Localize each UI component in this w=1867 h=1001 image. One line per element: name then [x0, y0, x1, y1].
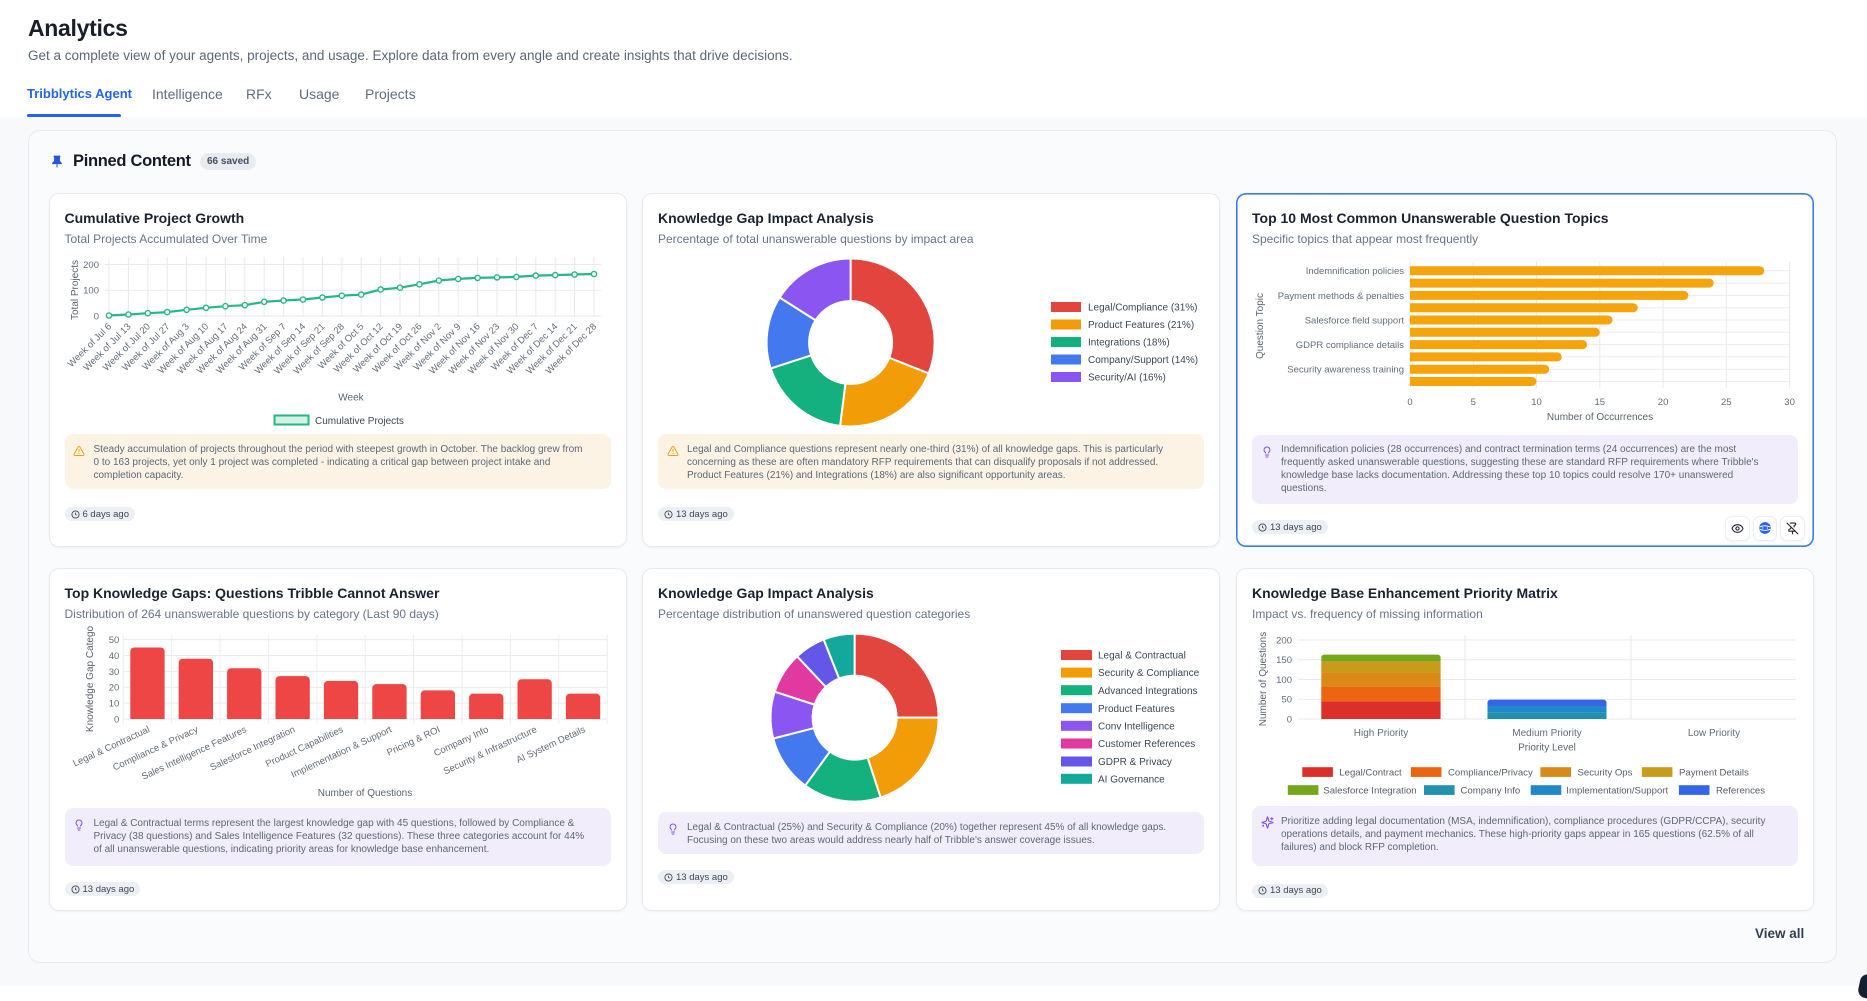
- svg-text:0: 0: [114, 714, 119, 725]
- svg-text:10: 10: [108, 699, 119, 710]
- svg-text:Compliance/Privacy: Compliance/Privacy: [1448, 768, 1533, 779]
- svg-text:Priority Level: Priority Level: [1518, 743, 1576, 754]
- svg-text:0: 0: [1287, 714, 1292, 725]
- svg-text:High Priority: High Priority: [1354, 728, 1408, 739]
- svg-text:200: 200: [1276, 635, 1292, 646]
- svg-text:Security & Compliance: Security & Compliance: [1098, 668, 1200, 679]
- svg-text:Payment Details: Payment Details: [1679, 768, 1749, 779]
- svg-text:Security awareness training: Security awareness training: [1287, 365, 1404, 376]
- svg-text:Customer References: Customer References: [1098, 739, 1195, 750]
- svg-text:10: 10: [1531, 397, 1542, 408]
- svg-text:AI Governance: AI Governance: [1098, 774, 1165, 785]
- svg-text:Integrations (18%): Integrations (18%): [1088, 338, 1170, 349]
- svg-text:Security/AI (16%): Security/AI (16%): [1088, 373, 1166, 384]
- svg-text:Company Info: Company Info: [1461, 786, 1521, 797]
- svg-text:Low Priority: Low Priority: [1688, 728, 1740, 739]
- svg-text:Product Features: Product Features: [1098, 704, 1175, 715]
- svg-text:Legal/Compliance (31%): Legal/Compliance (31%): [1088, 303, 1198, 314]
- svg-text:Knowledge Gap Catego: Knowledge Gap Catego: [85, 625, 96, 732]
- svg-text:Payment methods & penalties: Payment methods & penalties: [1278, 291, 1404, 302]
- svg-text:Number of Occurrences: Number of Occurrences: [1547, 412, 1653, 423]
- svg-text:Salesforce Integration: Salesforce Integration: [208, 724, 296, 773]
- svg-text:Conv Intelligence: Conv Intelligence: [1098, 721, 1175, 732]
- svg-text:200: 200: [83, 260, 99, 271]
- svg-text:Week: Week: [338, 393, 364, 404]
- svg-text:Total Projects: Total Projects: [70, 260, 81, 320]
- svg-text:30: 30: [108, 667, 119, 678]
- svg-text:50: 50: [108, 635, 119, 646]
- svg-text:100: 100: [83, 286, 99, 297]
- svg-text:Legal/Contract: Legal/Contract: [1339, 768, 1402, 779]
- svg-text:Company/Support (14%): Company/Support (14%): [1088, 355, 1198, 366]
- svg-text:150: 150: [1276, 655, 1292, 666]
- svg-text:30: 30: [1784, 397, 1795, 408]
- svg-text:20: 20: [108, 683, 119, 694]
- svg-text:0: 0: [93, 311, 98, 322]
- svg-text:15: 15: [1595, 397, 1606, 408]
- svg-text:Number of Questions: Number of Questions: [317, 788, 412, 799]
- svg-text:40: 40: [108, 651, 119, 662]
- svg-text:100: 100: [1276, 675, 1292, 686]
- svg-text:Cumulative Projects: Cumulative Projects: [315, 416, 404, 427]
- svg-text:Salesforce field support: Salesforce field support: [1305, 315, 1405, 326]
- svg-text:Medium Priority: Medium Priority: [1512, 728, 1581, 739]
- svg-text:Product Features (21%): Product Features (21%): [1088, 320, 1194, 331]
- svg-text:GDPR compliance details: GDPR compliance details: [1296, 340, 1404, 351]
- svg-text:50: 50: [1281, 695, 1292, 706]
- svg-text:Advanced Integrations: Advanced Integrations: [1098, 686, 1198, 697]
- svg-text:5: 5: [1471, 397, 1476, 408]
- svg-text:20: 20: [1658, 397, 1669, 408]
- svg-text:Question Topic: Question Topic: [1255, 293, 1266, 359]
- svg-text:0: 0: [1407, 397, 1412, 408]
- svg-text:Legal & Contractual: Legal & Contractual: [1098, 651, 1186, 662]
- svg-text:Implementation/Support: Implementation/Support: [1566, 786, 1668, 797]
- svg-text:GDPR & Privacy: GDPR & Privacy: [1098, 757, 1172, 768]
- svg-text:25: 25: [1721, 397, 1732, 408]
- svg-text:References: References: [1716, 786, 1765, 797]
- svg-text:Security Ops: Security Ops: [1578, 768, 1633, 779]
- svg-text:Salesforce Integration: Salesforce Integration: [1323, 786, 1416, 797]
- svg-text:Number of Questions: Number of Questions: [1258, 632, 1269, 727]
- svg-text:Indemnification policies: Indemnification policies: [1306, 266, 1404, 277]
